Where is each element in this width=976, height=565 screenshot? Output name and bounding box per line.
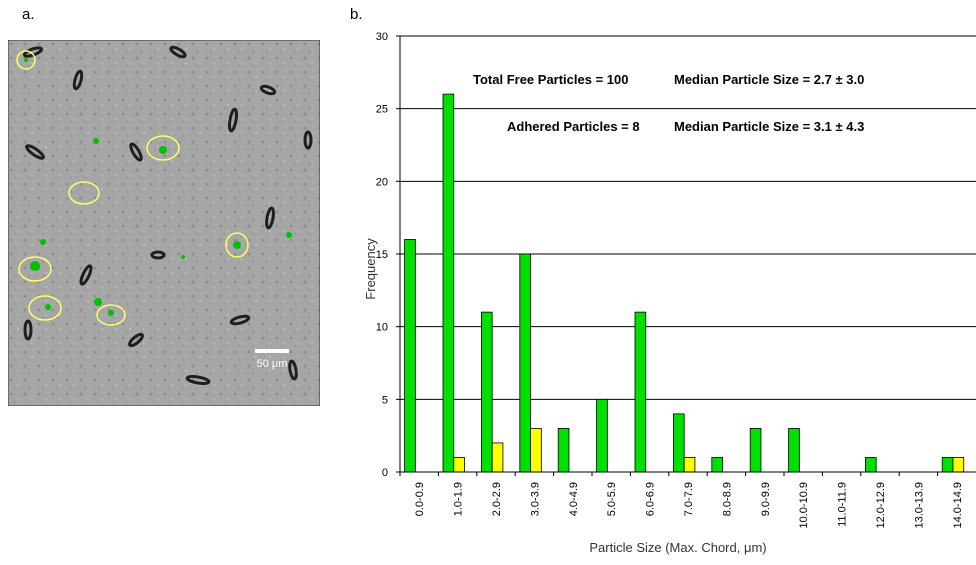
y-tick-15: 15 — [376, 249, 388, 261]
bar-series2-14.0-14.9 — [952, 457, 965, 473]
y-tick-0: 0 — [382, 467, 388, 479]
x-tick-11.0-11.9: 11.0-11.9 — [837, 482, 849, 527]
x-tick-0.0-0.9: 0.0-0.9 — [414, 482, 426, 516]
x-tick-1.0-1.9: 1.0-1.9 — [453, 482, 465, 516]
x-tick-8.0-8.9: 8.0-8.9 — [721, 482, 733, 516]
bar-series1-6.0-6.9 — [634, 311, 647, 473]
histogram-chart: 0 5 10 15 20 25 30 0.0-0.9 1.0-1.9 2.0-2.9 3.0-3.… — [363, 31, 976, 555]
micrograph-image: 50 μm — [8, 40, 320, 406]
annotation-total-free: Total Free Particles = 100 — [473, 72, 628, 87]
bar-series2-3.0-3.9 — [530, 427, 542, 473]
x-tick-3.0-3.9: 3.0-3.9 — [529, 482, 541, 516]
x-tick-4.0-4.9: 4.0-4.9 — [568, 482, 580, 516]
y-tick-25: 25 — [376, 104, 388, 116]
annotation-median-adhered: Median Particle Size = 3.1 ± 4.3 — [674, 119, 864, 134]
y-axis-title: Frequency — [363, 238, 378, 300]
x-tick-12.0-12.9: 12.0-12.9 — [875, 482, 887, 528]
bar-series1-0.0-0.9 — [404, 239, 416, 473]
bar-series2-2.0-2.9 — [491, 442, 504, 473]
annotation-adhered: Adhered Particles = 8 — [507, 119, 640, 134]
micrograph-particles — [22, 45, 313, 386]
bar-series1-7.0-7.9 — [673, 413, 685, 473]
y-tick-labels: 0 5 10 15 20 25 30 — [376, 31, 400, 479]
x-tick-10.0-10.9: 10.0-10.9 — [798, 482, 810, 528]
bar-series1-1.0-1.9 — [442, 93, 455, 473]
y-tick-20: 20 — [376, 176, 388, 188]
bar-series1-3.0-3.9 — [519, 253, 531, 473]
bar-series2-7.0-7.9 — [683, 457, 696, 473]
y-tick-5: 5 — [382, 394, 388, 406]
x-tick-14.0-14.9: 14.0-14.9 — [952, 482, 964, 528]
micrograph-highlight-circles — [16, 50, 249, 326]
x-tick-9.0-9.9: 9.0-9.9 — [760, 482, 772, 516]
bar-series1-8.0-8.9 — [711, 457, 723, 473]
bar-series1-12.0-12.9 — [865, 457, 877, 473]
grid-lines — [400, 35, 976, 400]
x-tick-2.0-2.9: 2.0-2.9 — [491, 482, 503, 516]
x-tick-6.0-6.9: 6.0-6.9 — [645, 482, 657, 516]
bar-series1-9.0-9.9 — [749, 427, 762, 473]
x-axis-title: Particle Size (Max. Chord, μm) — [589, 540, 766, 555]
y-tick-10: 10 — [376, 322, 388, 334]
bar-series1-2.0-2.9 — [481, 311, 493, 473]
bar-series1-10.0-10.9 — [788, 427, 800, 473]
x-tick-7.0-7.9: 7.0-7.9 — [683, 482, 695, 516]
x-tick-5.0-5.9: 5.0-5.9 — [606, 482, 618, 516]
bar-series2-1.0-1.9 — [453, 457, 465, 473]
bar-series1-14.0-14.9 — [941, 457, 954, 473]
x-tick-13.0-13.9: 13.0-13.9 — [913, 482, 925, 528]
bars — [404, 93, 965, 473]
micrograph-fluorescent-particles — [24, 58, 292, 316]
bar-series1-5.0-5.9 — [596, 398, 608, 473]
panel-b-label: b. — [350, 6, 363, 23]
annotation-median-free: Median Particle Size = 2.7 ± 3.0 — [674, 72, 864, 87]
scale-bar-label: 50 μm — [257, 358, 288, 370]
x-tick-labels: 0.0-0.9 1.0-1.9 2.0-2.9 3.0-3.9 4.0-4.9 5.0-5… — [399, 472, 964, 528]
panel-a-label: a. — [22, 6, 35, 23]
y-tick-30: 30 — [376, 31, 388, 43]
bar-series1-4.0-4.9 — [557, 427, 570, 473]
scale-bar — [255, 349, 289, 353]
